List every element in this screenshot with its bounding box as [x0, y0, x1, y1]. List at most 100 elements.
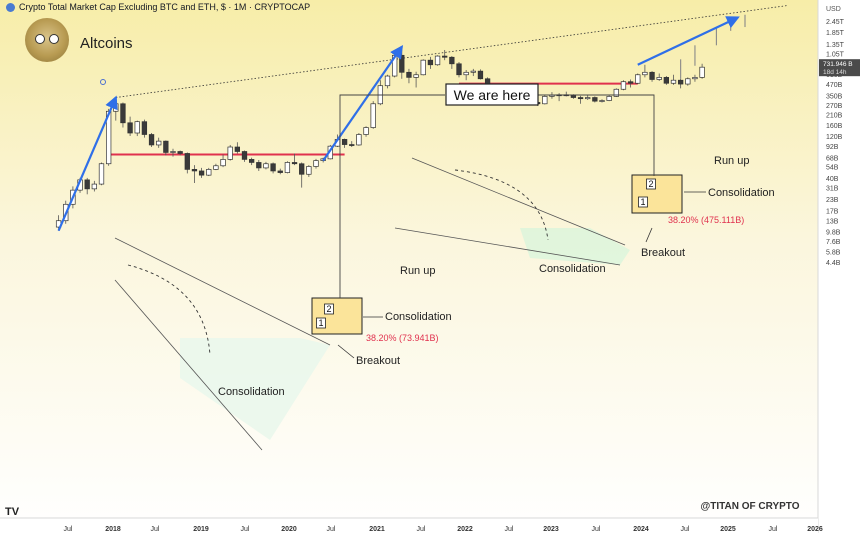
candle [363, 126, 369, 137]
candle-body [263, 163, 269, 169]
candle [134, 120, 140, 137]
candle-body [384, 75, 391, 87]
run-up-arrow [57, 95, 118, 232]
candle-body [656, 77, 662, 80]
y-tick-label: 68B [826, 156, 839, 163]
run-up-arrow [322, 44, 404, 162]
marker-circle [100, 79, 106, 85]
candle-body [413, 74, 419, 78]
candle [191, 165, 198, 183]
candle [241, 150, 248, 162]
candle [563, 91, 569, 97]
candle-body [341, 139, 348, 145]
candle-body [642, 71, 648, 76]
candle-body [406, 71, 412, 78]
candle [341, 138, 348, 148]
run-up-label-2025: Run up [714, 155, 749, 167]
candle [477, 69, 484, 80]
candle-body [463, 71, 469, 76]
candle [656, 73, 662, 81]
candle [148, 133, 155, 148]
candle [420, 59, 426, 76]
candle [427, 56, 434, 69]
candle-body [449, 56, 455, 65]
consolidation-zone-2019 [180, 338, 330, 440]
candle [177, 150, 183, 156]
candle-body [163, 140, 169, 153]
resistance-dotted-line [115, 5, 788, 98]
candle-body [699, 66, 705, 78]
x-tick-label: 2025 [720, 526, 736, 533]
x-tick-label: 2018 [105, 526, 121, 533]
candle [670, 74, 677, 85]
x-tick-label: Jul [505, 526, 514, 533]
candle [206, 167, 212, 177]
candle [213, 163, 219, 171]
candle [434, 55, 441, 66]
x-tick-label: 2019 [193, 526, 209, 533]
consolidation-label-2024: Consolidation [708, 187, 775, 199]
candle [105, 108, 112, 166]
y-tick-label: 210B [826, 113, 843, 120]
candle-body [191, 169, 198, 172]
candle [234, 142, 241, 154]
y-tick-label: 270B [826, 103, 843, 110]
box-number-frame [316, 317, 326, 329]
candle-body [141, 121, 148, 135]
candle-body [306, 166, 312, 175]
we-are-here-bracket-left [339, 94, 445, 298]
box-number-label: 2 [648, 179, 653, 189]
y-tick-label: 2.45T [826, 19, 845, 26]
avatar-eye-right [49, 34, 59, 44]
breakout-pointer-2020 [337, 344, 355, 359]
wedge-line-lower-2018 [114, 279, 263, 451]
breakout-pointer-2024 [645, 227, 653, 243]
candle-body [184, 153, 190, 170]
y-tick-label: 470B [826, 82, 843, 89]
candle [470, 68, 476, 77]
candle [556, 93, 562, 102]
symbol-header[interactable]: Crypto Total Market Cap Excluding BTC an… [6, 2, 310, 12]
candle [677, 78, 684, 89]
channel-line-lower-2022 [394, 227, 621, 266]
candle-body [213, 165, 219, 170]
candle-body [692, 77, 698, 80]
we-are-here-box [445, 83, 539, 106]
x-tick-label: 2020 [281, 526, 297, 533]
we-are-here-bracket-right [538, 94, 655, 176]
candle-body [170, 151, 176, 153]
candle-body [270, 163, 276, 172]
time-axis-panel [0, 518, 818, 533]
candle [263, 161, 269, 170]
y-tick-label: 9.8B [826, 229, 841, 236]
candle [599, 99, 605, 103]
candle [299, 162, 305, 188]
tradingview-logo-icon: TV [5, 506, 20, 518]
symbol-title: Crypto Total Market Cap Excluding BTC an… [19, 2, 311, 12]
consolidation-zone-2023 [520, 228, 630, 265]
candle [156, 137, 162, 148]
candle [184, 152, 190, 174]
candle-body [299, 163, 305, 175]
symbol-dot-icon [6, 2, 15, 12]
candle-body [570, 94, 577, 98]
candle [406, 68, 412, 84]
candle [98, 162, 105, 186]
candle [585, 95, 591, 100]
candle-body [148, 134, 155, 146]
x-tick-label: Jul [151, 526, 160, 533]
candle-body [677, 79, 684, 85]
channel-line-upper-2022 [411, 157, 626, 246]
wedge-line-upper-2018 [114, 237, 331, 346]
y-tick-label: 92B [826, 144, 839, 151]
last-price-label: 731.946 B [823, 61, 853, 68]
candle [163, 140, 169, 156]
we-are-here-label: We are here [454, 87, 531, 103]
box-number-frame [638, 196, 648, 208]
candle-body [198, 170, 205, 176]
candle-body [427, 59, 434, 66]
candle-body [442, 55, 448, 58]
consolidation-label-2023: Consolidation [539, 263, 606, 275]
